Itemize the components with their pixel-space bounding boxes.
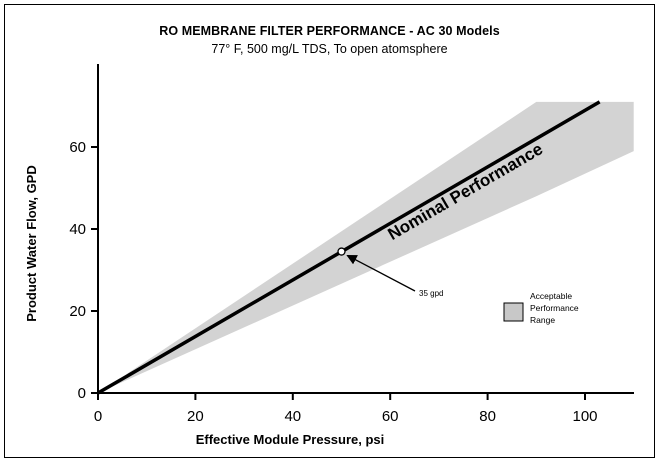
nominal-performance-line <box>97 100 601 395</box>
x-tick-label: 80 <box>479 408 496 425</box>
legend-swatch <box>503 302 524 322</box>
x-tick-label: 100 <box>572 408 597 425</box>
annotation-arrow <box>346 254 416 292</box>
x-axis-label: Effective Module Pressure, psi <box>196 432 385 447</box>
annotation-label: 35 gpd <box>419 289 443 298</box>
y-tick-label: 40 <box>69 221 86 238</box>
y-tick-label: 0 <box>78 385 86 402</box>
x-tick-label: 60 <box>382 408 399 425</box>
x-tick-label: 0 <box>94 408 102 425</box>
legend-label: Performance <box>530 303 579 313</box>
legend-label: Acceptable <box>530 291 572 301</box>
annotation-point <box>337 247 346 256</box>
chart-subtitle: 77° F, 500 mg/L TDS, To open atomsphere <box>211 42 448 56</box>
y-axis-label: Product Water Flow, GPD <box>24 165 39 322</box>
y-tick-label: 60 <box>69 139 86 156</box>
x-tick-label: 40 <box>284 408 301 425</box>
performance-band <box>98 101 634 394</box>
legend-label: Range <box>530 315 555 325</box>
chart-frame <box>4 4 655 458</box>
x-tick-label: 20 <box>187 408 204 425</box>
chart-title: RO MEMBRANE FILTER PERFORMANCE - AC 30 M… <box>159 24 500 38</box>
y-tick-label: 20 <box>69 303 86 320</box>
